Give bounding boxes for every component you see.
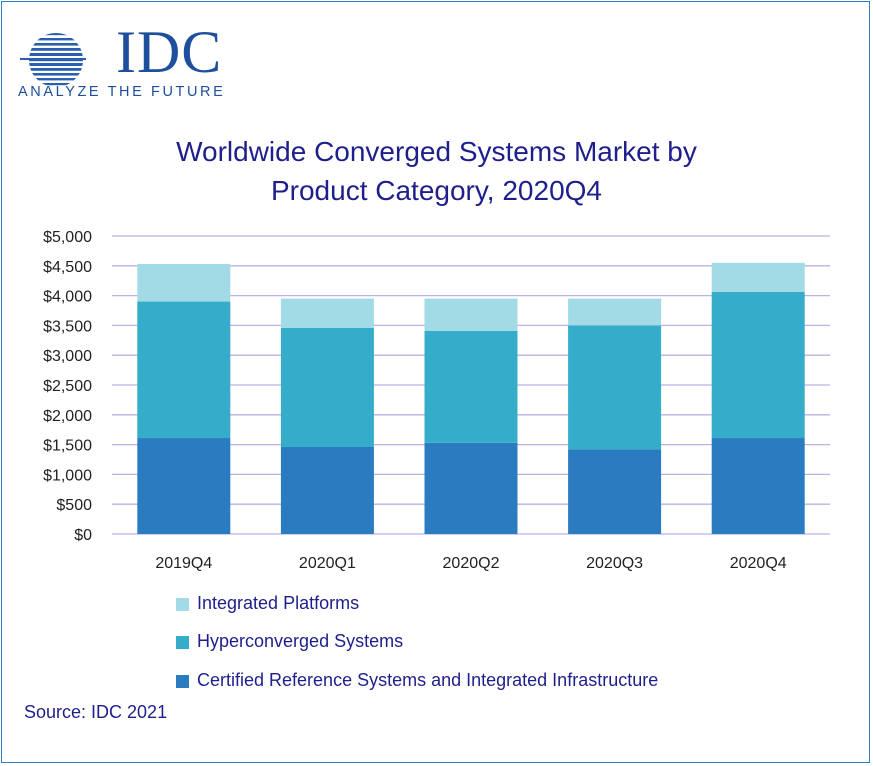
x-tick-label: 2019Q4 bbox=[155, 555, 212, 572]
bar-segment bbox=[137, 301, 231, 439]
legend-label: Certified Reference Systems and Integrat… bbox=[197, 670, 659, 690]
bar-segment bbox=[711, 292, 805, 439]
y-tick-label: $4,000 bbox=[43, 289, 92, 306]
y-tick-label: $5,000 bbox=[43, 229, 92, 246]
y-tick-label: $3,500 bbox=[43, 318, 92, 335]
legend-swatch bbox=[176, 598, 189, 611]
bar-segment bbox=[711, 438, 805, 534]
x-tick-label: 2020Q2 bbox=[443, 555, 500, 572]
bar-segment bbox=[137, 438, 231, 534]
y-tick-label: $0 bbox=[74, 527, 92, 544]
bar-segment bbox=[280, 298, 374, 328]
bar-segment bbox=[424, 330, 518, 443]
x-tick-label: 2020Q3 bbox=[586, 555, 643, 572]
legend-swatch bbox=[176, 675, 189, 688]
legend-label: Hyperconverged Systems bbox=[197, 631, 404, 651]
source-note: Source: IDC 2021 bbox=[24, 702, 168, 722]
chart-title-line-2: Product Category, 2020Q4 bbox=[270, 175, 602, 206]
globe-icon bbox=[20, 33, 86, 86]
bar-segment bbox=[568, 449, 662, 534]
x-tick-label: 2020Q1 bbox=[299, 555, 356, 572]
bar-segment bbox=[137, 264, 231, 302]
logo-tagline: ANALYZE THE FUTURE bbox=[18, 84, 226, 100]
bar-segment bbox=[568, 325, 662, 450]
bar-segment bbox=[424, 442, 518, 534]
chart-title-line-1: Worldwide Converged Systems Market by bbox=[176, 136, 697, 167]
y-tick-label: $1,000 bbox=[43, 467, 92, 484]
y-tick-label: $3,000 bbox=[43, 348, 92, 365]
idc-logo: IDC ANALYZE THE FUTURE bbox=[16, 22, 226, 104]
logo-wordmark: IDC bbox=[116, 19, 223, 85]
bar-segment bbox=[711, 262, 805, 293]
y-tick-label: $2,500 bbox=[43, 378, 92, 395]
y-tick-label: $2,000 bbox=[43, 408, 92, 425]
y-tick-label: $1,500 bbox=[43, 438, 92, 455]
y-tick-label: $500 bbox=[56, 497, 92, 514]
x-tick-label: 2020Q4 bbox=[730, 555, 787, 572]
y-tick-label: $4,500 bbox=[43, 259, 92, 276]
bar-segment bbox=[568, 298, 662, 326]
legend-swatch bbox=[176, 636, 189, 649]
legend-label: Integrated Platforms bbox=[197, 593, 360, 613]
bar-segment bbox=[280, 446, 374, 534]
bar-segment bbox=[424, 298, 518, 331]
bar-segment bbox=[280, 327, 374, 447]
